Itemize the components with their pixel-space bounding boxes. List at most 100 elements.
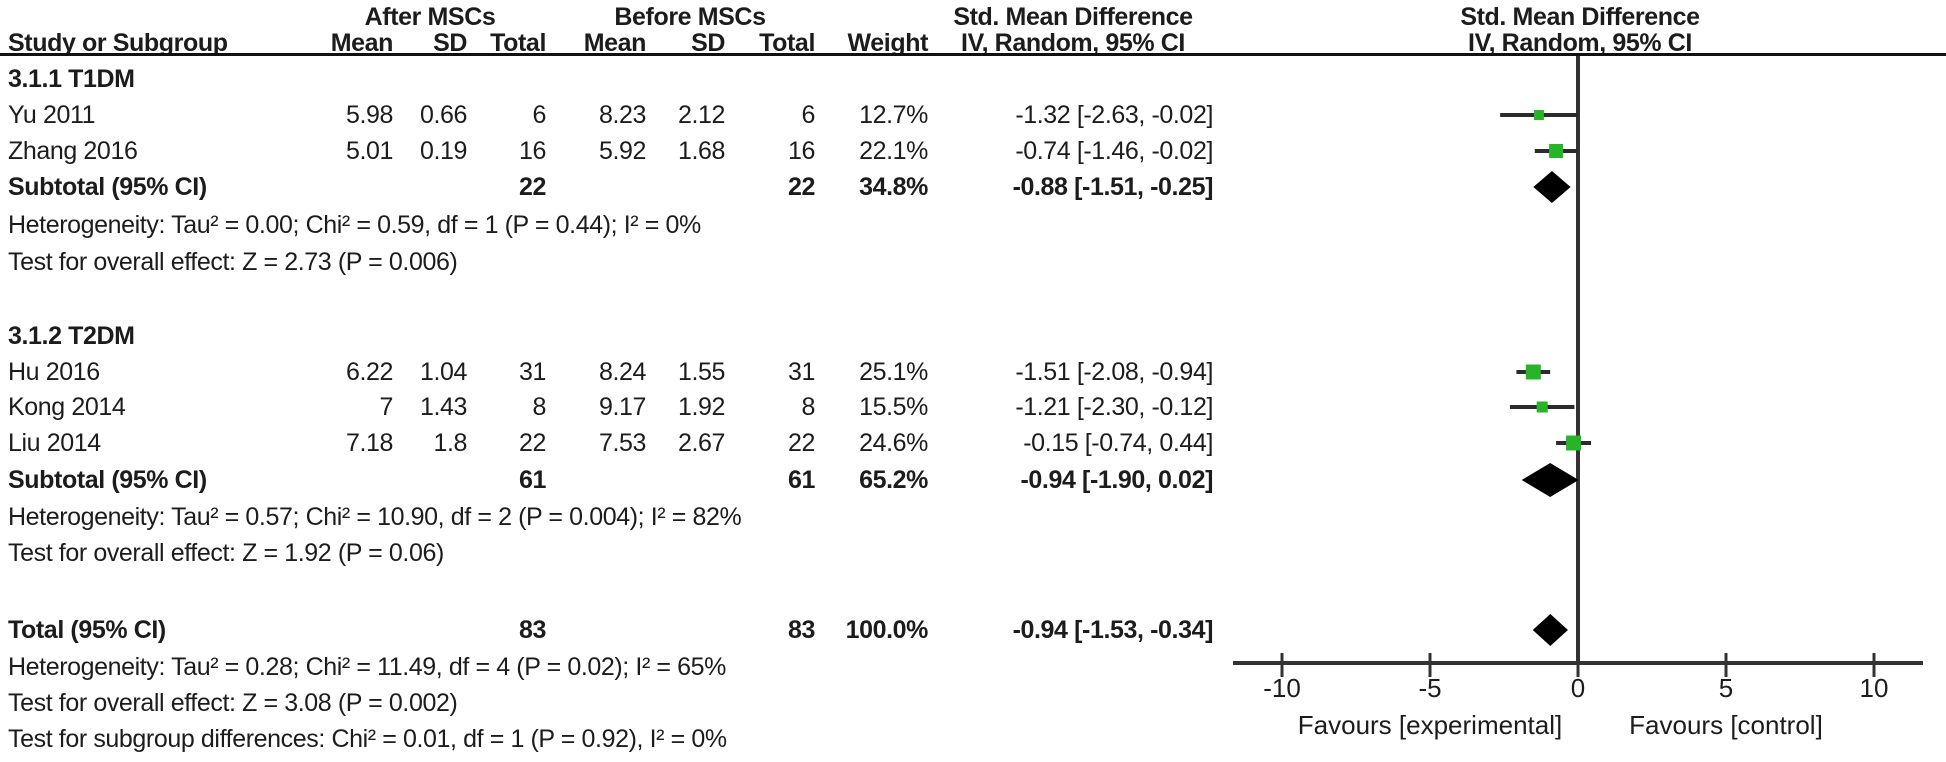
total-label: Total (95% CI) (8, 616, 166, 644)
smd-ci-value: -0.74 [-1.46, -0.02] (1015, 137, 1213, 165)
weight-value: 12.7% (859, 101, 928, 129)
x-axis-tick (1724, 653, 1728, 677)
mean-before: 8.23 (598, 101, 646, 129)
total-before: 6 (801, 101, 815, 129)
mean-after: 5.98 (345, 101, 393, 129)
column-header-weight: Weight (847, 29, 929, 57)
total-total-after: 83 (518, 616, 546, 644)
subtotal-total-before: 22 (787, 173, 815, 201)
mean-after: 7 (379, 393, 393, 421)
column-group-smd-plot: Std. Mean Difference (1460, 3, 1700, 31)
subgroup-title: 3.1.2 T2DM (8, 322, 135, 350)
total-after: 22 (518, 429, 546, 457)
mean-before: 8.24 (598, 358, 646, 386)
x-axis-tick-label: 0 (1571, 673, 1585, 703)
column-group-before-mscs: Before MSCs (614, 3, 766, 31)
total-before: 8 (801, 393, 815, 421)
subtotal-smd-ci: -0.88 [-1.51, -0.25] (1012, 173, 1214, 201)
column-header-sd-after: SD (433, 29, 467, 57)
heterogeneity-note: Heterogeneity: Tau² = 0.57; Chi² = 10.90… (8, 503, 742, 531)
study-name: Hu 2016 (8, 358, 100, 386)
sd-before: 2.12 (677, 101, 725, 129)
effect-square (1525, 364, 1541, 380)
total-overall-effect-note: Test for overall effect: Z = 3.08 (P = 0… (8, 689, 458, 717)
column-header-total-before: Total (759, 29, 815, 57)
effect-square (1566, 435, 1582, 451)
subtotal-total-after: 61 (518, 466, 546, 494)
sd-before: 1.92 (677, 393, 725, 421)
x-axis-tick-label: 5 (1719, 673, 1733, 703)
subtotal-label: Subtotal (95% CI) (8, 466, 207, 494)
weight-value: 22.1% (859, 137, 928, 165)
column-header-mean-after: Mean (330, 29, 394, 57)
sd-before: 1.55 (677, 358, 725, 386)
mean-after: 6.22 (345, 358, 393, 386)
total-after: 6 (532, 101, 546, 129)
mean-before: 5.92 (598, 137, 646, 165)
sd-before: 2.67 (677, 429, 725, 457)
total-heterogeneity-note: Heterogeneity: Tau² = 0.28; Chi² = 11.49… (8, 653, 726, 681)
column-header-mean-before: Mean (583, 29, 647, 57)
x-axis-tick (1280, 653, 1284, 677)
total-total-before: 83 (787, 616, 815, 644)
x-axis-tick-label: -5 (1418, 673, 1441, 703)
favours-control-label: Favours [control] (1629, 710, 1823, 740)
weight-value: 15.5% (859, 393, 928, 421)
weight-value: 24.6% (859, 429, 928, 457)
pooled-effect-diamond (1533, 171, 1571, 203)
study-name: Liu 2014 (8, 429, 101, 457)
x-axis-tick-label: 10 (1860, 673, 1889, 703)
smd-ci-value: -0.15 [-0.74, 0.44] (1023, 429, 1213, 457)
total-weight: 100.0% (845, 616, 929, 644)
column-header-sd-before: SD (691, 29, 725, 57)
sd-after: 0.66 (419, 101, 467, 129)
mean-before: 9.17 (598, 393, 646, 421)
study-name: Zhang 2016 (8, 137, 138, 165)
overall-effect-note: Test for overall effect: Z = 2.73 (P = 0… (8, 248, 458, 276)
mean-after: 5.01 (345, 137, 393, 165)
smd-ci-value: -1.51 [-2.08, -0.94] (1015, 358, 1213, 386)
subtotal-smd-ci: -0.94 [-1.90, 0.02] (1020, 466, 1213, 494)
sd-after: 0.19 (419, 137, 467, 165)
x-axis-tick (1872, 653, 1876, 677)
column-header-method-text: IV, Random, 95% CI (961, 29, 1185, 57)
mean-before: 7.53 (598, 429, 646, 457)
effect-square (1536, 401, 1548, 413)
effect-square (1533, 110, 1544, 120)
pooled-effect-diamond (1532, 614, 1568, 646)
subgroup-differences-note: Test for subgroup differences: Chi² = 0.… (8, 725, 727, 753)
total-after: 16 (518, 137, 546, 165)
total-after: 8 (532, 393, 546, 421)
total-before: 22 (787, 429, 815, 457)
column-header-study: Study or Subgroup (8, 29, 228, 57)
study-name: Kong 2014 (8, 393, 126, 421)
weight-value: 25.1% (859, 358, 928, 386)
subtotal-label: Subtotal (95% CI) (8, 173, 207, 201)
column-group-after-mscs: After MSCs (364, 3, 496, 31)
column-group-smd-text: Std. Mean Difference (953, 3, 1193, 31)
effect-square (1549, 144, 1564, 158)
x-axis-tick-label: -10 (1263, 673, 1301, 703)
total-before: 16 (787, 137, 815, 165)
pooled-effect-diamond (1521, 463, 1579, 497)
overall-effect-note: Test for overall effect: Z = 1.92 (P = 0… (8, 539, 444, 567)
sd-after: 1.04 (419, 358, 467, 386)
sd-before: 1.68 (677, 137, 725, 165)
x-axis-tick (1576, 653, 1580, 677)
column-header-method-plot: IV, Random, 95% CI (1468, 29, 1692, 57)
column-header-total-after: Total (490, 29, 546, 57)
smd-ci-value: -1.21 [-2.30, -0.12] (1015, 393, 1213, 421)
subtotal-weight: 65.2% (859, 466, 928, 494)
subtotal-total-before: 61 (787, 466, 815, 494)
header-underline (0, 53, 1946, 56)
x-axis-tick (1428, 653, 1432, 677)
total-smd-ci: -0.94 [-1.53, -0.34] (1012, 616, 1214, 644)
heterogeneity-note: Heterogeneity: Tau² = 0.00; Chi² = 0.59,… (8, 211, 701, 239)
zero-line (1576, 56, 1580, 663)
smd-ci-value: -1.32 [-2.63, -0.02] (1015, 101, 1213, 129)
total-after: 31 (518, 358, 546, 386)
subtotal-total-after: 22 (518, 173, 546, 201)
mean-after: 7.18 (345, 429, 393, 457)
